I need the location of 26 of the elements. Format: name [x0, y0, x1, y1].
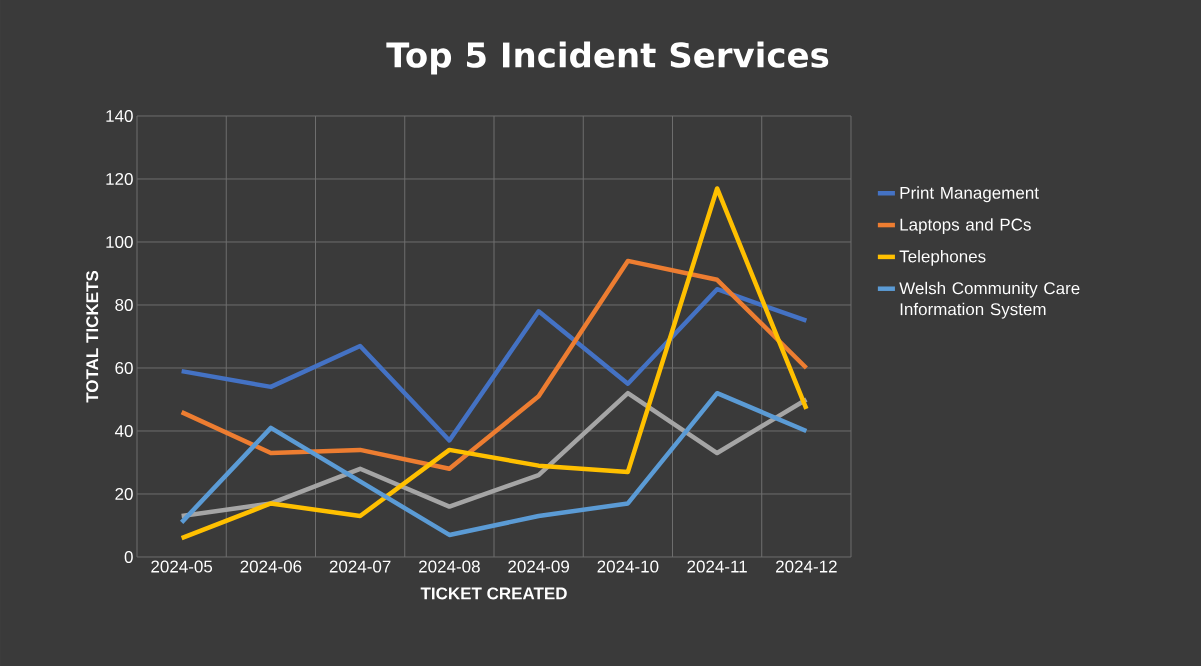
- y-tick-label: 100: [106, 235, 133, 249]
- line-series: [179, 186, 809, 541]
- legend-label: Telephones: [899, 249, 986, 266]
- legend-label: Welsh Community Care Information System: [899, 281, 1080, 319]
- y-tick-label: 120: [106, 172, 133, 186]
- y-axis-title: TOTAL TICKETS: [86, 270, 99, 403]
- x-tick-label: 2024-05: [151, 560, 213, 573]
- legend-label: Print Management: [900, 186, 1039, 203]
- x-tick-label: 2024-09: [508, 560, 570, 573]
- line-series: [179, 258, 809, 472]
- x-tick-label: 2024-07: [329, 560, 391, 573]
- y-tick-label: 140: [106, 109, 133, 123]
- x-tick-label: 2024-10: [597, 560, 659, 573]
- legend-label: Laptops and PCs: [900, 218, 1031, 234]
- y-tick-label: 60: [115, 361, 133, 375]
- x-tick-label: 2024-08: [419, 560, 480, 573]
- y-tick-label: 80: [115, 298, 133, 312]
- x-tick-label: 2024-06: [240, 560, 302, 573]
- x-axis-title: TICKET CREATED: [420, 587, 567, 600]
- x-tick-label: 2024-11: [687, 560, 747, 573]
- y-tick-label: 40: [114, 424, 133, 438]
- chart-title: Top 5 Incident Services: [386, 41, 829, 75]
- line-series: [179, 286, 809, 443]
- x-tick-label: 2024-12: [776, 560, 837, 573]
- y-tick-label: 0: [124, 550, 133, 564]
- y-tick-label: 20: [115, 487, 133, 501]
